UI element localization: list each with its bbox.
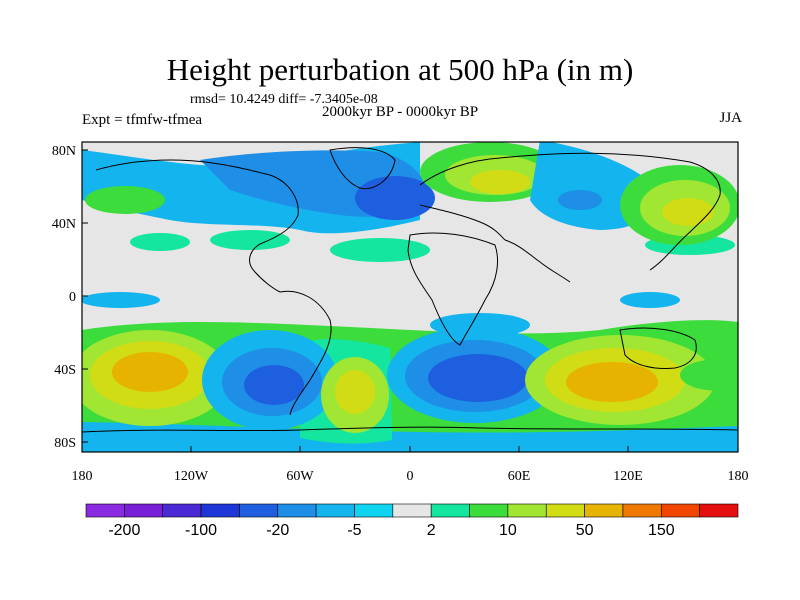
- contour-tropic-green-3: [330, 238, 430, 262]
- colorbar-swatch: [239, 503, 279, 518]
- contour-nepac-high-core: [662, 198, 714, 226]
- contour-tropic-green-2: [210, 230, 290, 250]
- colorbar-swatch: [277, 503, 317, 518]
- lon-label-60w: 60W: [286, 469, 314, 484]
- contour-field: [82, 142, 738, 452]
- colorbar-swatch: [392, 503, 432, 518]
- colorbar-swatch: [545, 503, 585, 518]
- colorbar-label: -100: [185, 522, 217, 539]
- colorbar: [85, 503, 739, 518]
- colorbar-swatch: [469, 503, 509, 518]
- contour-australia-high-core: [566, 362, 658, 402]
- colorbar-label: 10: [499, 522, 517, 539]
- colorbar-label: -200: [108, 522, 140, 539]
- period-label: 2000kyr BP - 0000kyr BP: [322, 104, 479, 120]
- coast-eurasia: [419, 152, 721, 271]
- lat-label-40s: 40S: [54, 363, 76, 378]
- coast-south-america: [279, 290, 332, 416]
- colorbar-label: -20: [266, 522, 289, 539]
- contour-pacific-high-core: [112, 352, 188, 392]
- coast-europe-south: [419, 204, 506, 241]
- colorbar-swatch: [200, 503, 240, 518]
- lon-label-180e: 180: [728, 469, 749, 484]
- coast-australia: [619, 327, 697, 369]
- coast-greenland: [329, 147, 396, 190]
- contour-south-band-cyan: [82, 422, 738, 452]
- colorbar-swatch: [507, 503, 547, 518]
- contour-atlantic-high-core: [335, 370, 375, 414]
- contour-indian-low-core: [428, 354, 528, 402]
- coastlines: [82, 147, 738, 433]
- lat-label-40n: 40N: [52, 217, 76, 232]
- colorbar-label: 50: [576, 522, 594, 539]
- plot-title: Height perturbation at 500 hPa (in m): [166, 52, 634, 87]
- colorbar-swatch: [85, 503, 125, 518]
- colorbar-swatch: [124, 503, 164, 518]
- colorbar-swatch: [622, 503, 662, 518]
- colorbar-swatch: [315, 503, 355, 518]
- colorbar-label: -5: [347, 522, 361, 539]
- experiment-label: Expt = tfmfw-tfmea: [82, 112, 203, 128]
- coast-antarctica: [82, 426, 738, 433]
- contour-eurasia-high-core: [470, 170, 530, 194]
- colorbar-labels: -200 -100 -20 -5 2 10 50 150: [108, 522, 674, 539]
- lon-label-180w: 180: [72, 469, 93, 484]
- contour-samerica-low-core: [244, 365, 304, 405]
- colorbar-label: 2: [427, 522, 436, 539]
- colorbar-swatch: [699, 503, 739, 518]
- contour-tropic-green-1: [130, 233, 190, 251]
- contour-tropic-cyan-2: [430, 313, 530, 337]
- coast-arabia-india: [504, 239, 571, 283]
- colorbar-swatch: [354, 503, 394, 518]
- contour-tropic-cyan-3: [620, 292, 680, 308]
- lat-label-80s: 80S: [54, 436, 76, 451]
- colorbar-swatch: [430, 503, 470, 518]
- colorbar-label: 150: [648, 522, 675, 539]
- lon-label-120e: 120E: [613, 469, 643, 484]
- contour-tropic-cyan-1: [82, 292, 160, 308]
- contour-npac-green: [85, 186, 165, 214]
- coast-north-america: [95, 159, 299, 293]
- lon-label-0: 0: [407, 469, 414, 484]
- lat-label-0: 0: [69, 290, 76, 305]
- contour-sh-east-band: [680, 359, 738, 391]
- lon-label-60e: 60E: [508, 469, 531, 484]
- colorbar-swatch: [162, 503, 202, 518]
- stats-label: rmsd= 10.4249 diff= -7.3405e-08: [190, 92, 378, 107]
- lon-label-120w: 120W: [174, 469, 209, 484]
- colorbar-swatch: [660, 503, 700, 518]
- contour-asia-cyan-core: [558, 190, 602, 210]
- lat-label-80n: 80N: [52, 144, 76, 159]
- coast-africa: [407, 232, 498, 346]
- colorbar-swatch: [584, 503, 624, 518]
- tick-marks: [81, 149, 739, 452]
- season-label: JJA: [719, 110, 742, 126]
